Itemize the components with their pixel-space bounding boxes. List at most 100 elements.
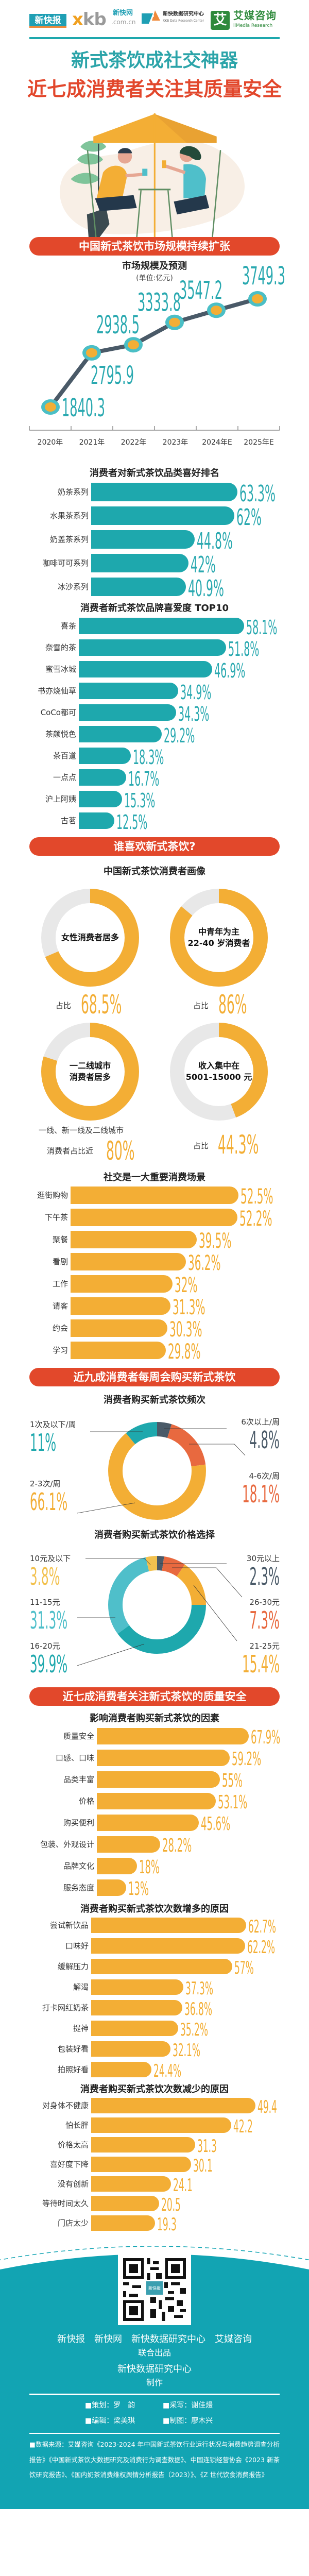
bar — [91, 2062, 152, 2077]
logo-data-center: 新快数据研究中心 — [163, 11, 204, 17]
bar-value: 31.3 — [197, 2136, 217, 2157]
bar-label: 价格太高 — [57, 2140, 89, 2149]
bar-value: 24.4% — [153, 2060, 182, 2081]
bar-label: 服务态度 — [63, 1883, 94, 1892]
donut-fill — [170, 889, 268, 987]
bar-label: 逛街购物 — [37, 1191, 68, 1200]
donut-fill — [41, 889, 139, 987]
donut-segment — [108, 1556, 206, 1654]
bar-value: 42% — [190, 551, 216, 578]
bar-value: 36.8% — [184, 1998, 212, 2020]
producers: 新快报 新快网 新快数据研究中心 艾媒咨询 — [57, 2334, 252, 2345]
bar-value: 29.8% — [167, 1340, 201, 1364]
bar-value: 39.5% — [198, 1229, 232, 1253]
bar-label: 怕长胖 — [65, 2121, 89, 2130]
bar — [97, 1793, 216, 1809]
bar-value: 46.9% — [214, 659, 246, 683]
bar-value: 37.3% — [185, 1978, 214, 1999]
segment-value: 66.1% — [30, 1488, 68, 1516]
bar-label: 沪上阿姨 — [45, 794, 76, 804]
bar-value: 40.9% — [187, 575, 224, 602]
data-point-center — [211, 306, 222, 315]
bar-label: 看剧 — [52, 1257, 68, 1266]
bar-label: 茶颜悦色 — [45, 730, 76, 739]
bar — [71, 1209, 237, 1226]
donut-segment — [108, 1556, 206, 1654]
factor-chart-title: 影响消费者购买新式茶饮的因素 — [90, 1713, 219, 1724]
bar-label: 古茗 — [60, 816, 76, 825]
man — [95, 148, 148, 211]
bar-label: 提神 — [73, 2024, 89, 2033]
logo-iimedia-mark: 艾 — [211, 11, 230, 30]
bar-value: 55% — [222, 1770, 243, 1791]
data-sources: ■数据来源：艾媒咨询《2023-2024 年中国新式茶饮行业运行状况与消费趋势调… — [29, 2441, 280, 2479]
bar — [71, 1297, 171, 1315]
portrait-donuts — [41, 889, 268, 1121]
bar-value: 36.2% — [188, 1251, 221, 1276]
bar-label: 工作 — [52, 1279, 68, 1289]
bar-label: 水果茶系列 — [49, 511, 89, 520]
infographic-page: 新快报 xkb 新快网 .com.cn 新快数据研究中心 XKB Data Re… — [0, 9, 309, 2509]
bar-label: 价格 — [78, 1797, 94, 1806]
who-section: 谁喜欢新式茶饮? 中国新式茶饮消费者画像 女性消费者居多 中青年为主 22-40 … — [0, 837, 309, 1172]
bar-label: 学习 — [52, 1346, 68, 1355]
bar — [91, 1918, 246, 1933]
x-tick-label: 2025年E — [244, 438, 273, 447]
bar-value: 18.3% — [133, 746, 164, 769]
segment-value: 3.8% — [30, 1563, 60, 1590]
bar-value: 62.7% — [248, 1916, 276, 1937]
bar-label: 拍照好看 — [57, 2065, 89, 2074]
bar — [91, 1938, 245, 1954]
portrait-0-caption: 占比 — [56, 1001, 72, 1010]
bar — [79, 769, 127, 786]
bar-value: 49.4 — [257, 2096, 277, 2117]
bar-value: 18% — [139, 1856, 160, 1878]
bar — [91, 2137, 195, 2153]
price-donut-chart — [77, 1556, 243, 1666]
bar-value: 29.2% — [164, 724, 195, 748]
qr-code[interactable]: 新快报 — [118, 2254, 191, 2325]
logo-xkb-text: xkb — [72, 9, 107, 30]
bar-value: 52.2% — [239, 1207, 272, 1231]
portrait-1-line1: 中青年为主 — [198, 927, 239, 937]
social-section: 社交是一大重要消费场景 逛街购物 52.5% 下午茶 52.2% 聚餐 39.5% 看剧 36… — [0, 1172, 309, 1368]
maker: 新快数据研究中心 — [117, 2364, 192, 2375]
segment-value: 7.3% — [249, 1606, 280, 1634]
section-banner-quality: 近七成消费者关注新式茶饮的质量安全 — [29, 1687, 280, 1706]
bar — [79, 661, 212, 677]
leader-line — [172, 1567, 243, 1598]
data-label: 1840.3 — [62, 394, 105, 422]
portrait-2-value: 80% — [106, 1138, 135, 1164]
portrait-2-text: 一二线城市 消费者居多 — [49, 1060, 131, 1083]
bar — [79, 812, 114, 829]
bar — [91, 1979, 184, 1995]
bar-value: 32.1% — [173, 2040, 201, 2061]
portrait-1-text: 中青年为主 22-40 岁消费者 — [178, 926, 260, 949]
donut-fill — [170, 1023, 268, 1121]
bar-label: 奶茶系列 — [57, 487, 89, 497]
bar — [97, 1750, 230, 1766]
section-banner-market: 中国新式茶饮市场规模持续扩张 — [29, 237, 280, 256]
bar — [91, 2117, 232, 2133]
bar-value: 34.3% — [178, 703, 210, 726]
data-label: 2938.5 — [96, 311, 140, 340]
bar-label: 解渴 — [73, 1982, 89, 1992]
staff-writer: ■采写：谢佳熳 — [163, 2401, 213, 2410]
bar — [79, 748, 131, 764]
bar-label: 口感、口味 — [55, 1753, 94, 1762]
price-section: 消费者购买新式茶饮价格选择 30元以上 2.3% 26-30元 7.3% 21-25元 1… — [0, 1528, 309, 1687]
bar-label: 蜜雪冰城 — [45, 665, 76, 674]
market-chart-unit: (单位:亿元) — [136, 274, 173, 282]
donut-segment — [108, 1422, 206, 1520]
segment-value: 11% — [30, 1429, 57, 1456]
bar — [91, 578, 186, 596]
data-label: 2795.9 — [91, 361, 134, 390]
illustration-block — [0, 108, 309, 237]
bar-label: 门店太少 — [57, 2218, 89, 2228]
bar-value: 57% — [234, 1957, 254, 1978]
increase-chart-title: 消费者购买新式茶饮次数增多的原因 — [80, 1904, 229, 1914]
portrait-2-value-text: 80% — [106, 1136, 135, 1166]
bar-value: 15.3% — [124, 789, 156, 812]
portrait-2-line1: 一二线城市 — [69, 1061, 111, 1071]
bar-label: 包装、外观设计 — [40, 1840, 94, 1849]
